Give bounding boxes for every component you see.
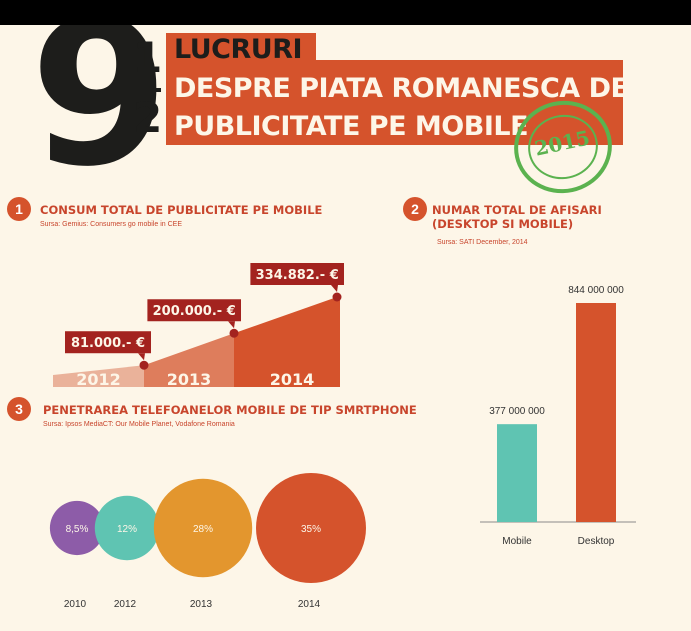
bar-mobile bbox=[497, 424, 537, 522]
title-line-2: DESPRE PIATA ROMANESCA DE bbox=[174, 73, 629, 104]
value-label-pointer bbox=[331, 285, 338, 292]
bubble-year-label: 2012 bbox=[114, 599, 137, 610]
title-line-1: LUCRURI bbox=[174, 34, 303, 65]
area-value-label: 200.000.- € bbox=[153, 304, 236, 319]
bubble-value-label: 35% bbox=[301, 524, 321, 535]
bar-value-label: 377 000 000 bbox=[489, 406, 545, 417]
value-label-box bbox=[250, 263, 344, 285]
area-segment-2012 bbox=[53, 365, 144, 387]
title-line-3: PUBLICITATE PE MOBILE bbox=[174, 111, 529, 142]
bar-category-label: Desktop bbox=[578, 536, 615, 547]
area-value-label: 334.882.- € bbox=[256, 268, 339, 283]
title-banner-main bbox=[166, 60, 623, 145]
big-nine: 9 bbox=[30, 25, 169, 211]
value-label-pointer bbox=[138, 353, 145, 361]
fraction-numerator: 1 bbox=[133, 33, 163, 82]
bubble-2013 bbox=[153, 478, 253, 578]
bubble-year-label: 2014 bbox=[298, 599, 321, 610]
section-1-source: Sursa: Gemius: Consumers go mobile in CE… bbox=[40, 221, 182, 228]
fraction-denominator: 2 bbox=[133, 93, 163, 142]
bar-value-label: 844 000 000 bbox=[568, 285, 624, 296]
charts-svg: 2012 2013 2014 81.000.- € 200.000.- € 334.882… bbox=[49, 263, 636, 610]
section-1-badge: 1 bbox=[7, 197, 31, 221]
section-3-source: Sursa: Ipsos MediaCT: Our Mobile Planet,… bbox=[43, 421, 235, 428]
section-3-badge: 3 bbox=[7, 397, 31, 421]
section-2-badge: 2 bbox=[403, 197, 427, 221]
area-segment-2014 bbox=[234, 297, 340, 387]
bar-desktop bbox=[576, 303, 616, 522]
fraction-bar bbox=[133, 88, 161, 92]
value-label-box bbox=[65, 331, 151, 354]
bubble-value-label: 28% bbox=[193, 524, 213, 535]
area-point bbox=[332, 292, 342, 302]
area-point bbox=[139, 360, 149, 370]
bubble-value-label: 8,5% bbox=[66, 524, 89, 535]
section-2-title-line-1: NUMAR TOTAL DE AFISARI bbox=[432, 203, 602, 217]
area-value-label: 81.000.- € bbox=[71, 336, 145, 351]
bubble-2014 bbox=[256, 473, 366, 583]
area-segment-2013 bbox=[144, 333, 234, 387]
bubble-2012 bbox=[94, 495, 160, 561]
bar-category-label: Mobile bbox=[502, 536, 532, 547]
value-label-box bbox=[147, 299, 241, 322]
area-point bbox=[229, 328, 239, 338]
area-year-label: 2012 bbox=[76, 370, 121, 389]
section-2-title-line-2: (DESKTOP SI MOBILE) bbox=[432, 217, 574, 231]
bubble-year-label: 2010 bbox=[64, 599, 87, 610]
section-1-title: CONSUM TOTAL DE PUBLICITATE PE MOBILE bbox=[40, 203, 323, 217]
bubble-2010 bbox=[49, 500, 105, 556]
bubble-year-label: 2013 bbox=[190, 599, 213, 610]
area-year-label: 2014 bbox=[270, 370, 315, 389]
section-3-title: PENETRAREA TELEFOANELOR MOBILE DE TIP SM… bbox=[43, 403, 417, 417]
infographic: 9 1 2 LUCRURI DESPRE PIATA ROMANESCA DE … bbox=[0, 25, 691, 631]
value-label-pointer bbox=[228, 321, 235, 329]
bubble-value-label: 12% bbox=[117, 524, 137, 535]
section-2-source: Sursa: SATI December, 2014 bbox=[437, 239, 528, 246]
area-year-label: 2013 bbox=[167, 370, 212, 389]
